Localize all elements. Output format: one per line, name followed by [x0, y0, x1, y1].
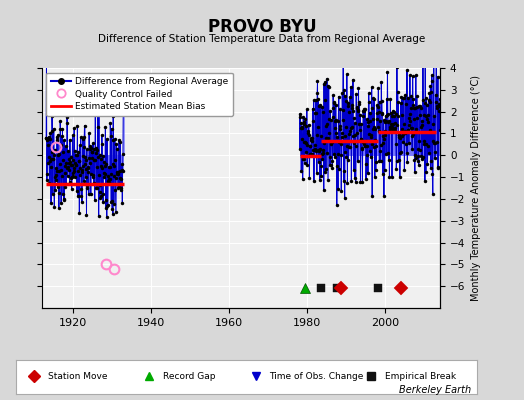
Text: Difference of Station Temperature Data from Regional Average: Difference of Station Temperature Data f… [99, 34, 425, 44]
Y-axis label: Monthly Temperature Anomaly Difference (°C): Monthly Temperature Anomaly Difference (… [471, 75, 481, 301]
Text: Station Move: Station Move [48, 372, 107, 381]
Text: Record Gap: Record Gap [163, 372, 216, 381]
Text: Berkeley Earth: Berkeley Earth [399, 385, 472, 395]
Text: Empirical Break: Empirical Break [385, 372, 456, 381]
Legend: Difference from Regional Average, Quality Control Failed, Estimated Station Mean: Difference from Regional Average, Qualit… [47, 72, 233, 116]
Text: Time of Obs. Change: Time of Obs. Change [269, 372, 364, 381]
Text: PROVO BYU: PROVO BYU [208, 18, 316, 36]
